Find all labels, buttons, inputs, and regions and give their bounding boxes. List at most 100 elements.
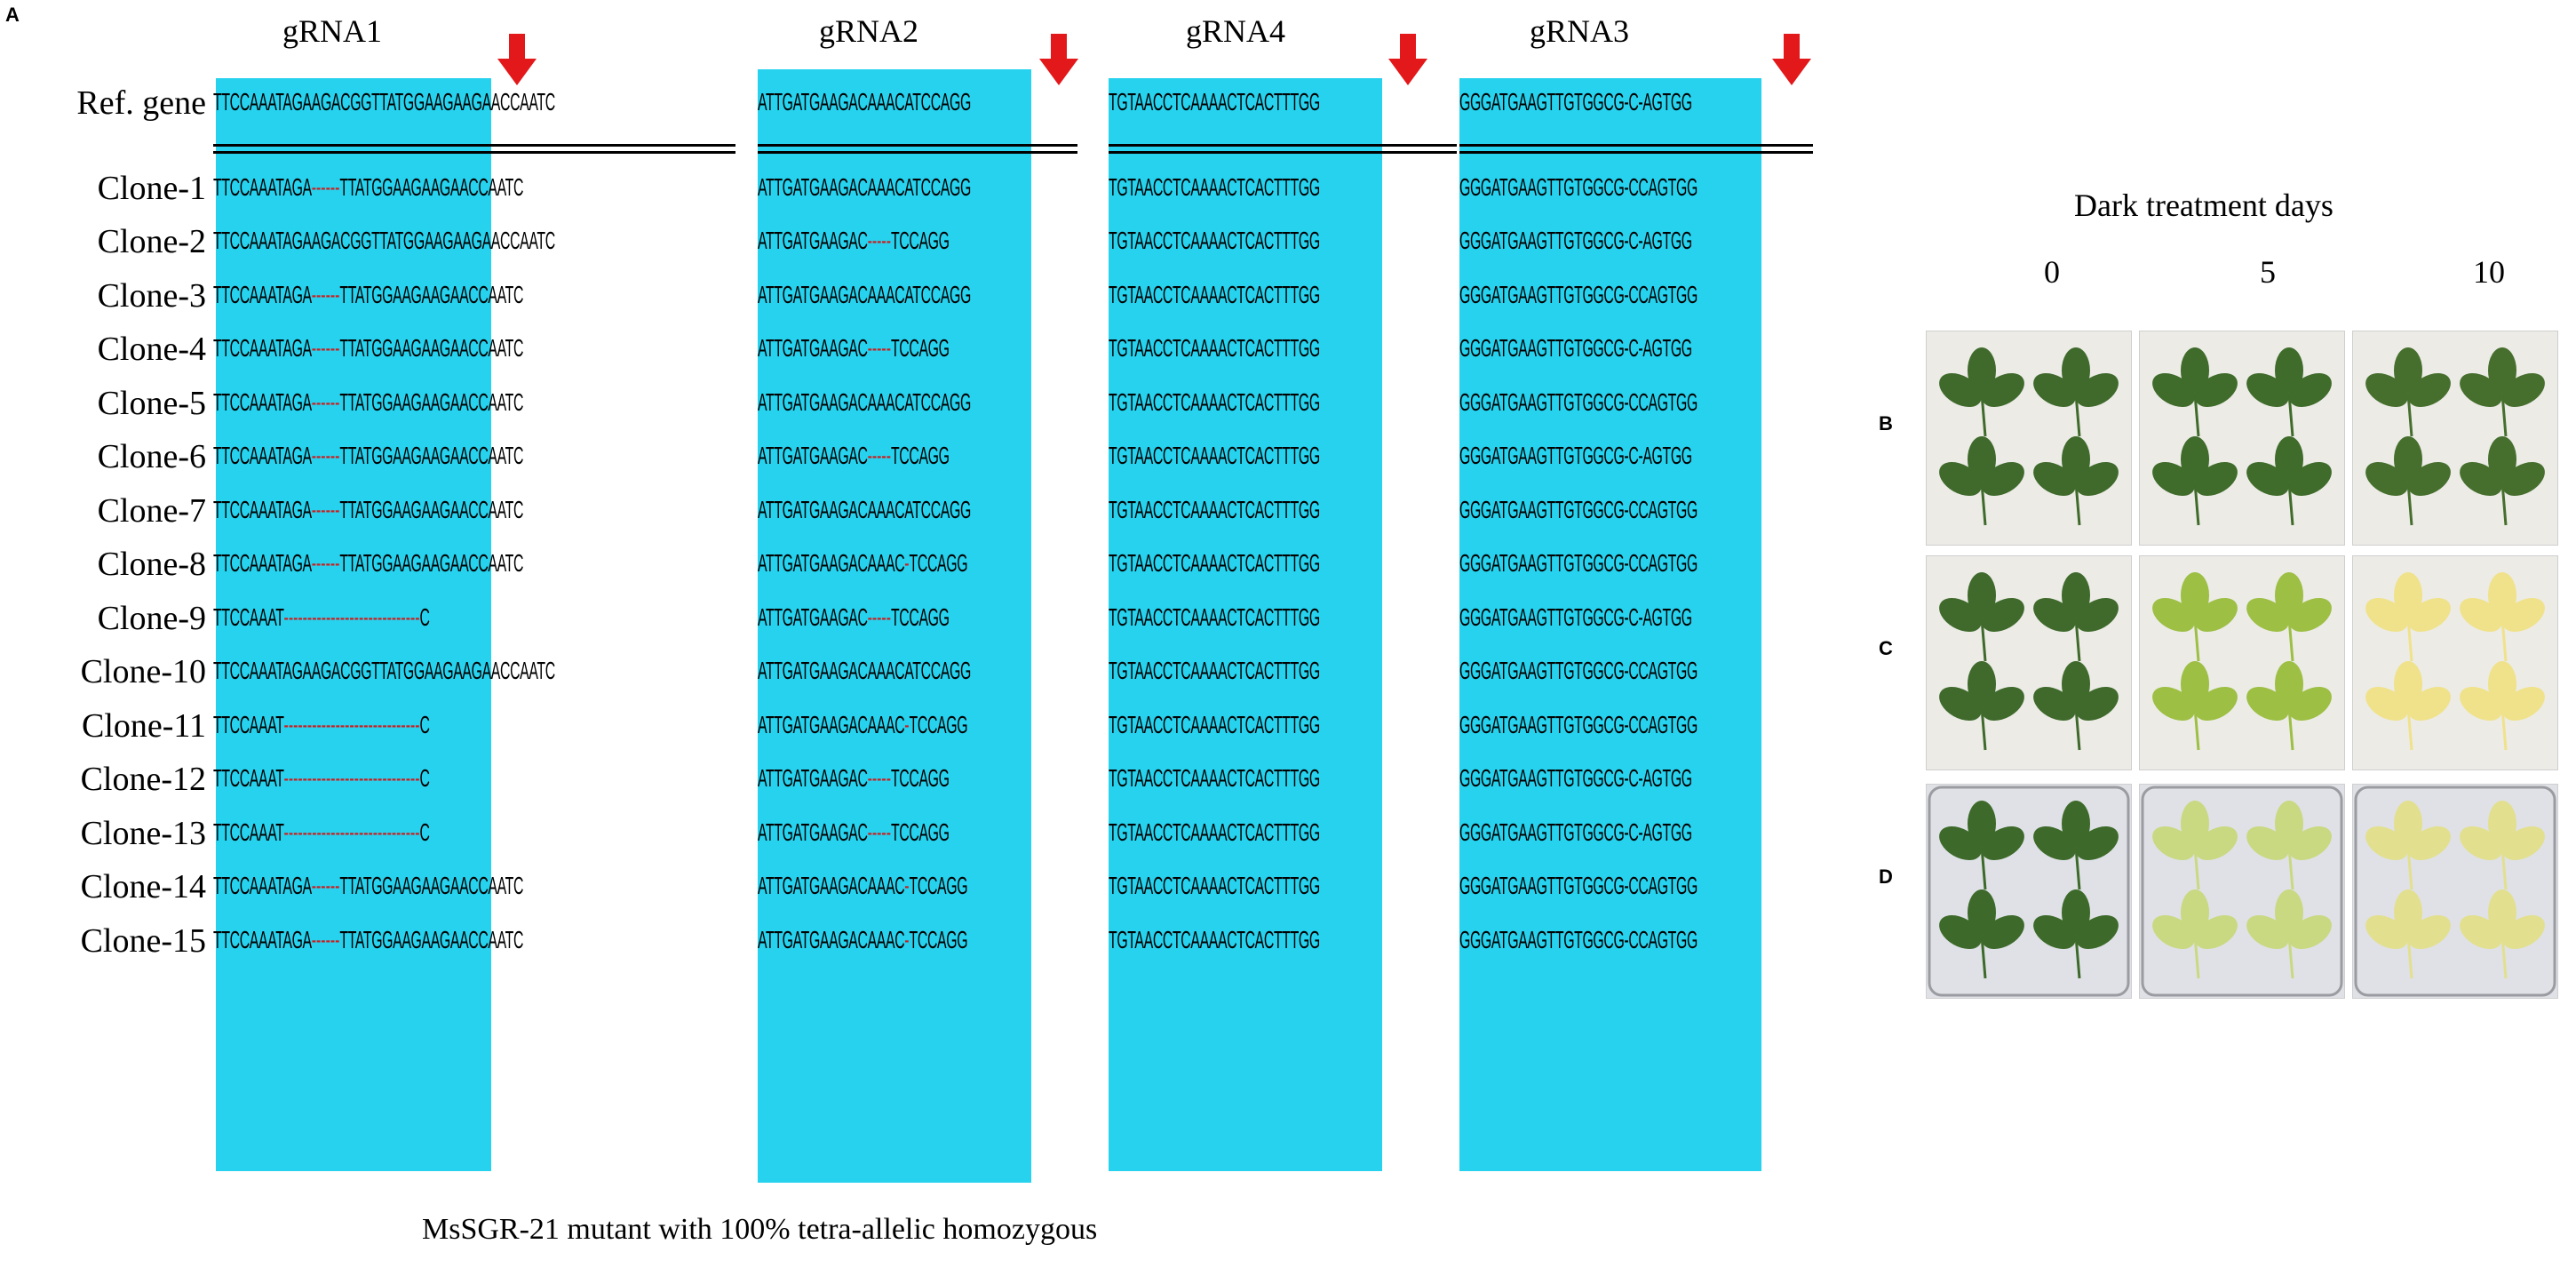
sequence-segment: TTATGGAAGAAGAACCAATC [339, 172, 524, 201]
reference-underline [213, 144, 735, 147]
reference-gene-label: Ref. gene [76, 84, 206, 122]
sequence: ATTGATGAAGAC-----TCCAGG [758, 762, 950, 795]
sequence: ATTGATGAAGACAAACATCCAGG [758, 654, 971, 688]
leaf-icon [2460, 801, 2545, 890]
deletion-gap: ------ [311, 387, 340, 416]
reference-underline [758, 151, 1077, 154]
sequence: GGGATGAAGTTGTGGCG-CCAGTGG [1459, 546, 1697, 580]
clone-label: Clone-14 [80, 868, 206, 905]
clone-label: Clone-7 [97, 491, 206, 530]
reference-underline [758, 144, 1077, 147]
clone-label: Clone-11 [81, 706, 206, 745]
sequence: GGGATGAAGTTGTGGCG-CCAGTGG [1459, 278, 1697, 312]
sequence-segment: TTCCAAATAGA [213, 441, 312, 469]
sequence: GGGATGAAGTTGTGGCG-C-AGTGG [1459, 601, 1692, 634]
sequence-segment: TGTAACCTCAAAACTCACTTTGG [1109, 817, 1320, 846]
day-label: 5 [2260, 254, 2276, 290]
sequence: TTCCAAATAGAAGACGGTTATGGAAGAAGAACCAATC [213, 85, 555, 119]
sequence: TGTAACCTCAAAACTCACTTTGG [1109, 923, 1320, 957]
deletion-gap: ------ [311, 871, 340, 899]
deletion-gap: ----- [867, 817, 891, 846]
reference-underline [1109, 144, 1457, 147]
sequence-segment: TCCAGG [890, 441, 950, 469]
sequence-segment: TTCCAAATAGA [213, 387, 312, 416]
deletion-gap: ------ [311, 172, 340, 201]
sequence-segment: ATTGATGAAGAC [758, 441, 868, 469]
leaf-icon [1939, 436, 2024, 526]
sequence: TGTAACCTCAAAACTCACTTTGG [1109, 386, 1320, 419]
leaf-icon [2152, 801, 2238, 890]
leaf-icon [2365, 436, 2451, 526]
sequence-segment: TGTAACCTCAAAACTCACTTTGG [1109, 441, 1320, 469]
sequence-segment: TTATGGAAGAAGAACCAATC [339, 925, 524, 953]
leaf-icon [2033, 661, 2119, 751]
deletion-gap: ----- [867, 226, 891, 254]
sequence-segment: TTATGGAAGAAGAACCAATC [339, 387, 524, 416]
panel-a-letter: A [5, 4, 20, 26]
leaf-icon [2152, 436, 2238, 526]
leaf-icon [2460, 661, 2545, 751]
sequence: TTCCAAATAGA------TTATGGAAGAAGAACCAATC [213, 546, 523, 580]
sequence-segment: GGGATGAAGTTGTGGCG-CCAGTGG [1459, 280, 1697, 308]
grna-label: gRNA2 [819, 13, 919, 49]
leaf-icon [2033, 572, 2119, 662]
leaf-photo [2352, 331, 2558, 546]
leaf-icon [1939, 347, 2024, 437]
panel-letter: C [1879, 637, 1893, 659]
panel-a-caption: MsSGR-21 mutant with 100% tetra-allelic … [422, 1213, 1098, 1246]
leaf-icon [1939, 661, 2024, 751]
sequence-segment: TGTAACCTCAAAACTCACTTTGG [1109, 602, 1320, 631]
sequence-segment: TTCCAAAT [213, 710, 284, 738]
sequence: TTCCAAATAGA------TTATGGAAGAAGAACCAATC [213, 331, 523, 365]
sequence-segment: ATTGATGAAGAC [758, 817, 868, 846]
sequence-segment: TGTAACCTCAAAACTCACTTTGG [1109, 763, 1320, 792]
deletion-gap: ----- [867, 763, 891, 792]
sequence: GGGATGAAGTTGTGGCG-C-AGTGG [1459, 816, 1692, 849]
cut-site-arrow-icon [1772, 34, 1811, 85]
deletion-gap: - [904, 925, 910, 953]
leaf-photo [2139, 555, 2345, 770]
sequence-segment: TTATGGAAGAAGAACCAATC [339, 441, 524, 469]
sequence: TTCCAAATAGA------TTATGGAAGAAGAACCAATC [213, 278, 523, 312]
clone-label: Clone-10 [80, 653, 206, 690]
sequence-segment: TGTAACCTCAAAACTCACTTTGG [1109, 871, 1320, 899]
sequence-segment: GGGATGAAGTTGTGGCG-CCAGTGG [1459, 871, 1697, 899]
grna-target-highlight [1109, 78, 1382, 1171]
sequence-segment: TGTAACCTCAAAACTCACTTTGG [1109, 87, 1320, 116]
grna-label: gRNA3 [1530, 13, 1630, 49]
sequence-segment: TCCAGG [890, 333, 950, 362]
sequence: TTCCAAATAGA------TTATGGAAGAAGAACCAATC [213, 923, 523, 957]
sequence-segment: GGGATGAAGTTGTGGCG-CCAGTGG [1459, 656, 1697, 684]
sequence-segment: ATTGATGAAGACAAAC [758, 710, 905, 738]
reference-underline [1459, 144, 1813, 147]
clone-label: Clone-9 [97, 599, 206, 637]
clone-label: Clone-3 [97, 276, 206, 315]
deletion-gap: ------ [311, 925, 340, 953]
leaf-icon [1939, 572, 2024, 662]
sequence: ATTGATGAAGACAAAC-TCCAGG [758, 923, 968, 957]
clone-label: Clone-2 [97, 223, 206, 260]
sequence-segment: TCCAGG [909, 925, 968, 953]
reference-underline [213, 151, 735, 154]
sequence: ATTGATGAAGACAAAC-TCCAGG [758, 869, 968, 903]
sequence-segment: TGTAACCTCAAAACTCACTTTGG [1109, 925, 1320, 953]
sequence-segment: ATTGATGAAGACAAAC [758, 925, 905, 953]
sequence-segment: ATTGATGAAGACAAACATCCAGG [758, 87, 971, 116]
sequence: TGTAACCTCAAAACTCACTTTGG [1109, 816, 1320, 849]
leaf-icon [2365, 572, 2451, 662]
sequence-segment: ATTGATGAAGACAAACATCCAGG [758, 387, 971, 416]
sequence: ATTGATGAAGAC-----TCCAGG [758, 601, 950, 634]
cut-site-arrow-icon [1039, 34, 1078, 85]
deletion-gap: ----------------------------- [283, 763, 420, 792]
sequence: TTCCAAATAGA------TTATGGAAGAAGAACCAATC [213, 439, 523, 473]
sequence-segment: C [419, 817, 430, 846]
sequence-segment: GGGATGAAGTTGTGGCG-CCAGTGG [1459, 548, 1697, 577]
sequence-segment: GGGATGAAGTTGTGGCG-C-AGTGG [1459, 602, 1692, 631]
sequence-segment: C [419, 710, 430, 738]
deletion-gap: ----- [867, 333, 891, 362]
sequence: ATTGATGAAGACAAACATCCAGG [758, 386, 971, 419]
leaf-icon [2033, 801, 2119, 890]
leaf-icon [2460, 572, 2545, 662]
sequence-segment: GGGATGAAGTTGTGGCG-CCAGTGG [1459, 710, 1697, 738]
sequence-segment: TTATGGAAGAAGAACCAATC [339, 280, 524, 308]
